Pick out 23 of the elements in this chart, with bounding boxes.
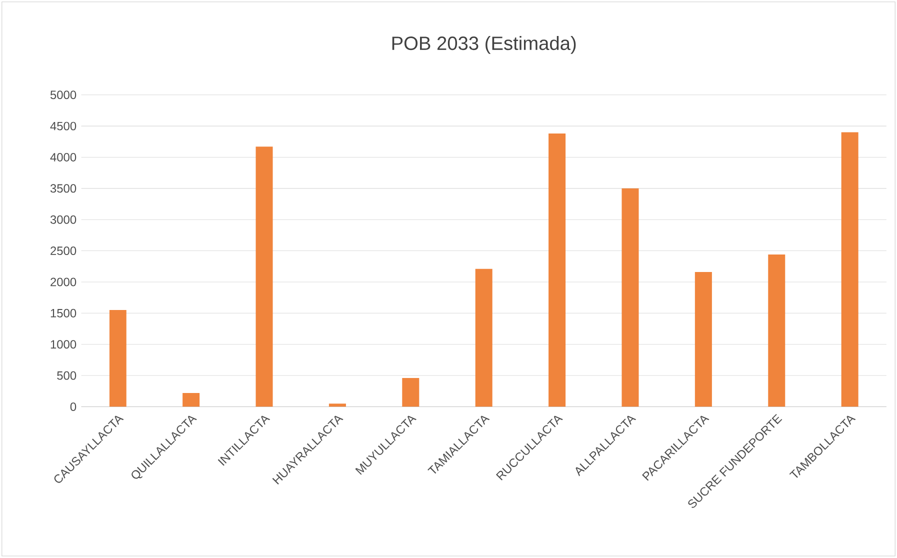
y-tick-label: 3000 — [50, 215, 76, 224]
y-tick-label: 3500 — [50, 184, 76, 193]
y-tick-label: 4500 — [50, 122, 76, 130]
chart-title: POB 2033 (Estimada) — [392, 36, 576, 54]
y-tick-label: 2000 — [50, 278, 76, 286]
y-tick-label: 1000 — [50, 340, 76, 349]
y-tick-label: 500 — [57, 371, 76, 380]
bar — [841, 132, 858, 407]
bar — [402, 378, 420, 407]
bar — [548, 134, 566, 407]
bar — [694, 272, 712, 407]
y-tick-label: 1500 — [50, 308, 76, 318]
bar — [622, 188, 639, 407]
bar — [328, 404, 346, 407]
bar — [256, 146, 273, 407]
bar — [768, 254, 786, 407]
bar — [109, 310, 126, 407]
y-tick-label: 5000 — [50, 90, 76, 100]
y-tick-label: 0 — [70, 402, 76, 411]
bar — [182, 393, 200, 407]
y-tick-label: 2500 — [50, 246, 76, 256]
y-tick-label: 4000 — [50, 153, 76, 162]
bar — [475, 268, 492, 407]
